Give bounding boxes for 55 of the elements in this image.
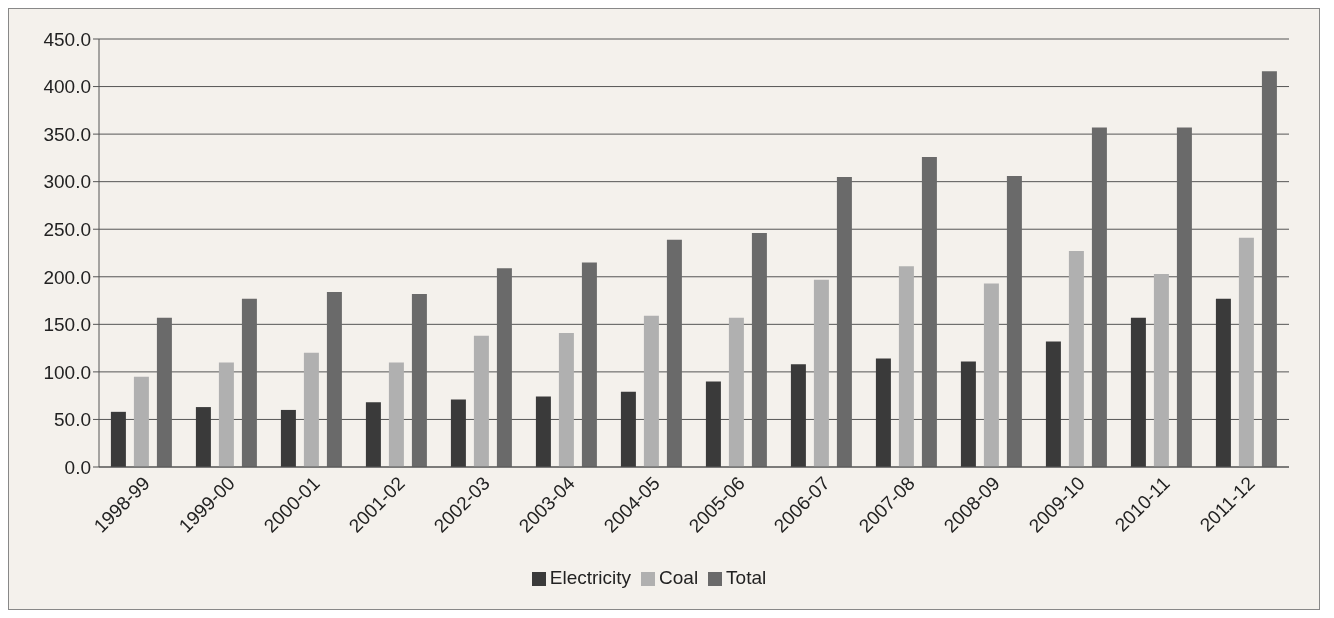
bar <box>133 376 149 467</box>
bar <box>1153 273 1169 467</box>
y-tick-label: 400.0 <box>43 76 91 98</box>
legend-label: Coal <box>659 567 699 588</box>
bar <box>241 298 257 467</box>
bar <box>110 411 126 467</box>
bar <box>898 266 914 467</box>
bar <box>473 335 489 467</box>
bar <box>1091 127 1107 467</box>
y-tick-label: 0.0 <box>64 456 91 478</box>
bar <box>156 317 172 467</box>
bar <box>790 364 806 467</box>
bar <box>620 391 636 467</box>
bar <box>836 176 852 467</box>
bar <box>581 262 597 467</box>
y-tick-label: 250.0 <box>43 218 91 240</box>
y-tick-label: 450.0 <box>43 28 91 50</box>
bar <box>728 317 744 467</box>
legend-label: Electricity <box>549 567 632 588</box>
bar <box>303 352 319 467</box>
bar <box>1130 317 1146 467</box>
y-tick-label: 100.0 <box>43 361 91 383</box>
bar <box>218 362 234 467</box>
bar <box>1215 298 1231 467</box>
bar <box>1238 237 1254 467</box>
bar <box>1261 71 1277 467</box>
bar <box>365 402 381 467</box>
bar <box>535 396 551 467</box>
bar <box>1006 175 1022 467</box>
y-tick-label: 50.0 <box>54 409 91 431</box>
bar <box>705 381 721 467</box>
y-tick-label: 150.0 <box>43 314 91 336</box>
bar <box>751 233 767 467</box>
bar <box>195 407 211 467</box>
bar <box>960 361 976 467</box>
bar <box>921 156 937 467</box>
bar <box>280 409 296 467</box>
bar <box>666 239 682 467</box>
bar <box>496 268 512 467</box>
bar <box>411 293 427 467</box>
y-tick-label: 200.0 <box>43 266 91 288</box>
bar <box>326 292 342 467</box>
bar <box>643 315 659 467</box>
legend-label: Total <box>726 567 767 588</box>
bar <box>875 358 891 467</box>
bar <box>983 283 999 467</box>
bar <box>558 332 574 467</box>
bar <box>1068 251 1084 467</box>
y-tick-label: 350.0 <box>43 123 91 145</box>
y-tick-label: 300.0 <box>43 171 91 193</box>
bar <box>450 399 466 467</box>
bar <box>388 362 404 467</box>
bar <box>1176 127 1192 467</box>
bar <box>813 279 829 467</box>
bar <box>1045 341 1061 467</box>
